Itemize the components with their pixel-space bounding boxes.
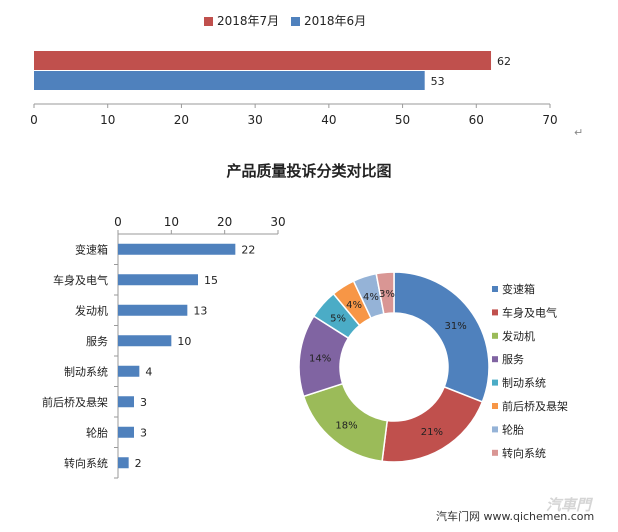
donut-legend-label-7: 转向系统	[502, 446, 546, 460]
category-value-label-3: 10	[177, 335, 191, 348]
category-value-label-2: 13	[193, 304, 207, 317]
bar-value-label-0: 62	[497, 55, 511, 68]
donut-value-label-7: 3%	[379, 289, 395, 300]
return-mark-1: ↵	[574, 126, 584, 139]
category-value-label-0: 22	[241, 243, 255, 256]
donut-legend-label-3: 服务	[502, 353, 524, 366]
legend-label-july: 2018年7月	[217, 14, 280, 28]
x-tick-label-5: 50	[395, 113, 410, 127]
donut-value-label-1: 21%	[421, 427, 443, 438]
bar-value-label-1: 53	[431, 75, 445, 88]
x-tick-label-1: 10	[100, 113, 115, 127]
category-value-label-1: 15	[204, 274, 218, 287]
donut-legend-swatch-5	[492, 403, 498, 409]
donut-value-label-4: 5%	[330, 314, 346, 325]
category-value-label-6: 3	[140, 426, 147, 439]
legend-swatch-june	[291, 17, 301, 26]
donut-legend-swatch-4	[492, 379, 498, 386]
donut-value-label-6: 4%	[363, 292, 379, 303]
donut-legend-swatch-7	[492, 449, 498, 456]
donut-legend-label-6: 轮胎	[502, 422, 524, 436]
donut-legend-label-1: 车身及电气	[502, 305, 557, 319]
donut-legend-label-0: 变速箱	[502, 282, 535, 296]
x-tick-label-3: 30	[248, 113, 263, 127]
category-donut-chart: 31%21%18%14%5%4%4% 3% 变速箱车身及电气发动机服务制动系统前后桥…	[298, 271, 568, 463]
category-label-4: 制动系统	[64, 365, 108, 378]
category-bar-2	[118, 304, 188, 316]
category-bar-3	[118, 335, 172, 347]
legend-item-june: 2018年6月	[291, 12, 366, 29]
donut-legend-label-5: 前后桥及悬架	[502, 399, 568, 413]
category-label-0: 变速箱	[75, 242, 108, 256]
bar-0	[34, 51, 492, 70]
watermark-text: 汽车门网 www.qichemen.com	[436, 510, 595, 523]
category-bar-0	[118, 243, 236, 255]
top-legend: 2018年7月 2018年6月	[204, 12, 374, 29]
legend-swatch-july	[204, 17, 213, 26]
donut-legend-swatch-3	[492, 356, 498, 363]
donut-legend-label-2: 发动机	[502, 329, 535, 343]
donut-legend-label-4: 制动系统	[502, 377, 546, 390]
monthly-comparison-bar-chart: 0 10 20 30 40 50 60 70 62 53	[30, 51, 558, 127]
donut-legend-swatch-6	[492, 426, 498, 433]
x-tick-label-0: 0	[114, 215, 122, 229]
category-value-label-5: 3	[140, 396, 147, 409]
donut-value-label-5: 4%	[346, 300, 362, 311]
x-tick-label-7: 70	[542, 113, 557, 127]
x-tick-label-6: 60	[469, 113, 484, 127]
category-label-7: 转向系统	[64, 456, 108, 470]
donut-legend-swatch-2	[492, 332, 498, 339]
page-title: 产品质量投诉分类对比图	[226, 162, 392, 180]
donut-slice-0	[393, 271, 490, 403]
category-label-3: 服务	[86, 335, 108, 348]
category-value-label-4: 4	[145, 365, 152, 378]
category-value-label-7: 2	[135, 457, 142, 470]
donut-slice-1	[381, 385, 484, 463]
legend-item-july: 2018年7月	[204, 12, 279, 29]
category-bar-1	[118, 274, 198, 286]
x-tick-label-2: 20	[174, 113, 189, 127]
category-label-5: 前后桥及悬架	[42, 395, 108, 409]
return-mark-2: ↵	[376, 162, 386, 175]
donut-value-label-3: 14%	[309, 354, 331, 365]
donut-value-label-0: 31%	[445, 321, 467, 332]
donut-slice-7	[375, 271, 395, 315]
category-bar-chart: 0 10 20 30 变速箱 22 车身及电气 15 发动机 13 服务 10 制动系统 4 前后桥及悬架 3…	[42, 215, 286, 479]
category-label-6: 轮胎	[86, 425, 108, 439]
category-bar-7	[118, 457, 129, 469]
category-bar-5	[118, 396, 134, 408]
donut-value-label-2: 18%	[335, 420, 357, 431]
donut-legend-swatch-1	[492, 309, 498, 316]
donut-legend-swatch-0	[492, 286, 498, 292]
x-tick-label-0: 0	[30, 113, 38, 127]
category-label-2: 发动机	[75, 303, 108, 317]
x-tick-label-2: 20	[217, 215, 232, 229]
category-label-1: 车身及电气	[53, 273, 108, 287]
category-bar-6	[118, 426, 134, 438]
x-tick-label-3: 30	[270, 215, 285, 229]
legend-label-june: 2018年6月	[304, 14, 367, 28]
watermark-logo: 汽車門	[546, 496, 592, 514]
category-bar-4	[118, 365, 140, 377]
bar-1	[34, 71, 425, 90]
x-tick-label-4: 40	[321, 113, 336, 127]
x-tick-label-1: 10	[164, 215, 179, 229]
